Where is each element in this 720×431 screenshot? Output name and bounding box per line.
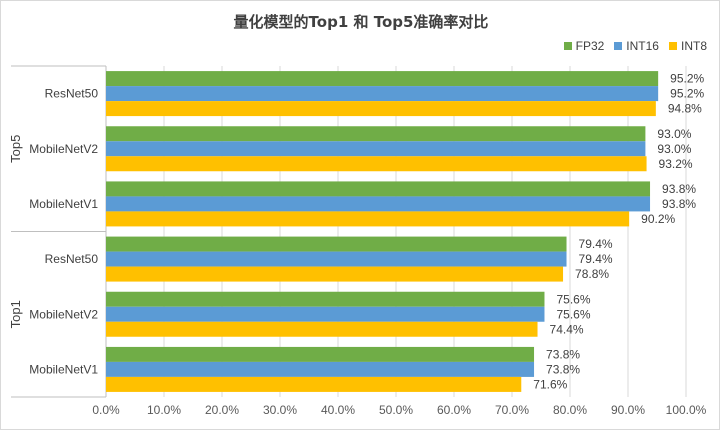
- bar-fp32: [106, 236, 567, 252]
- category-label: ResNet50: [45, 252, 99, 266]
- bar-int16: [106, 306, 545, 322]
- bar-int16: [106, 86, 659, 102]
- bar-int8: [106, 211, 630, 227]
- bar-fp32: [106, 71, 659, 87]
- data-label: 73.8%: [546, 347, 580, 361]
- bar-int8: [106, 101, 656, 117]
- data-label: 73.8%: [546, 362, 580, 376]
- legend-item-int16: INT16: [614, 39, 659, 53]
- legend-label-int8: INT8: [680, 39, 707, 53]
- data-label: 93.8%: [662, 197, 696, 211]
- x-tick-label: 20.0%: [205, 403, 239, 417]
- x-tick-label: 100.0%: [666, 403, 707, 417]
- bar-int8: [106, 156, 647, 172]
- category-label: MobileNetV2: [29, 142, 98, 156]
- bar-int8: [106, 266, 564, 282]
- legend-label-int16: INT16: [626, 39, 659, 53]
- category-label: MobileNetV2: [29, 307, 98, 321]
- data-label: 93.0%: [657, 142, 691, 156]
- x-tick-label: 30.0%: [263, 403, 297, 417]
- category-label: MobileNetV1: [29, 362, 98, 376]
- data-label: 93.0%: [657, 127, 691, 141]
- data-label: 79.4%: [579, 252, 613, 266]
- x-tick-label: 70.0%: [495, 403, 529, 417]
- bar-fp32: [106, 126, 646, 142]
- category-label: MobileNetV1: [29, 197, 98, 211]
- legend-swatch-int8: [668, 42, 677, 50]
- category-label: ResNet50: [45, 87, 99, 101]
- data-label: 74.4%: [550, 322, 584, 336]
- legend-swatch-fp32: [563, 42, 572, 50]
- data-label: 95.2%: [670, 87, 704, 101]
- bar-int16: [106, 196, 651, 212]
- data-label: 94.8%: [668, 102, 702, 116]
- bar-fp32: [106, 346, 535, 362]
- bar-int8: [106, 321, 538, 337]
- group-label: Top5: [8, 135, 23, 163]
- x-tick-label: 80.0%: [553, 403, 587, 417]
- bar-int16: [106, 251, 567, 267]
- legend-label-fp32: FP32: [575, 39, 605, 53]
- legend-swatch-int16: [614, 42, 623, 50]
- data-label: 90.2%: [641, 212, 675, 226]
- data-label: 95.2%: [670, 72, 704, 86]
- data-label: 93.2%: [659, 157, 693, 171]
- data-label: 71.6%: [533, 377, 567, 391]
- x-tick-label: 40.0%: [321, 403, 355, 417]
- data-label: 75.6%: [556, 307, 590, 321]
- x-tick-label: 90.0%: [611, 403, 645, 417]
- bar-fp32: [106, 291, 545, 307]
- x-tick-label: 50.0%: [379, 403, 413, 417]
- bar-int8: [106, 376, 522, 392]
- legend: FP32 INT16 INT8: [563, 39, 707, 53]
- legend-item-fp32: FP32: [563, 39, 605, 53]
- x-tick-label: 10.0%: [147, 403, 181, 417]
- bar-int16: [106, 361, 535, 377]
- bar-fp32: [106, 181, 651, 197]
- data-label: 93.8%: [662, 182, 696, 196]
- x-tick-label: 0.0%: [92, 403, 120, 417]
- x-tick-label: 60.0%: [437, 403, 471, 417]
- chart-title: 量化模型的Top1 和 Top5准确率对比: [233, 13, 489, 31]
- legend-item-int8: INT8: [668, 39, 707, 53]
- data-label: 75.6%: [556, 292, 590, 306]
- data-label: 79.4%: [579, 237, 613, 251]
- data-label: 78.8%: [575, 267, 609, 281]
- group-label: Top1: [8, 300, 23, 328]
- bar-int16: [106, 141, 646, 157]
